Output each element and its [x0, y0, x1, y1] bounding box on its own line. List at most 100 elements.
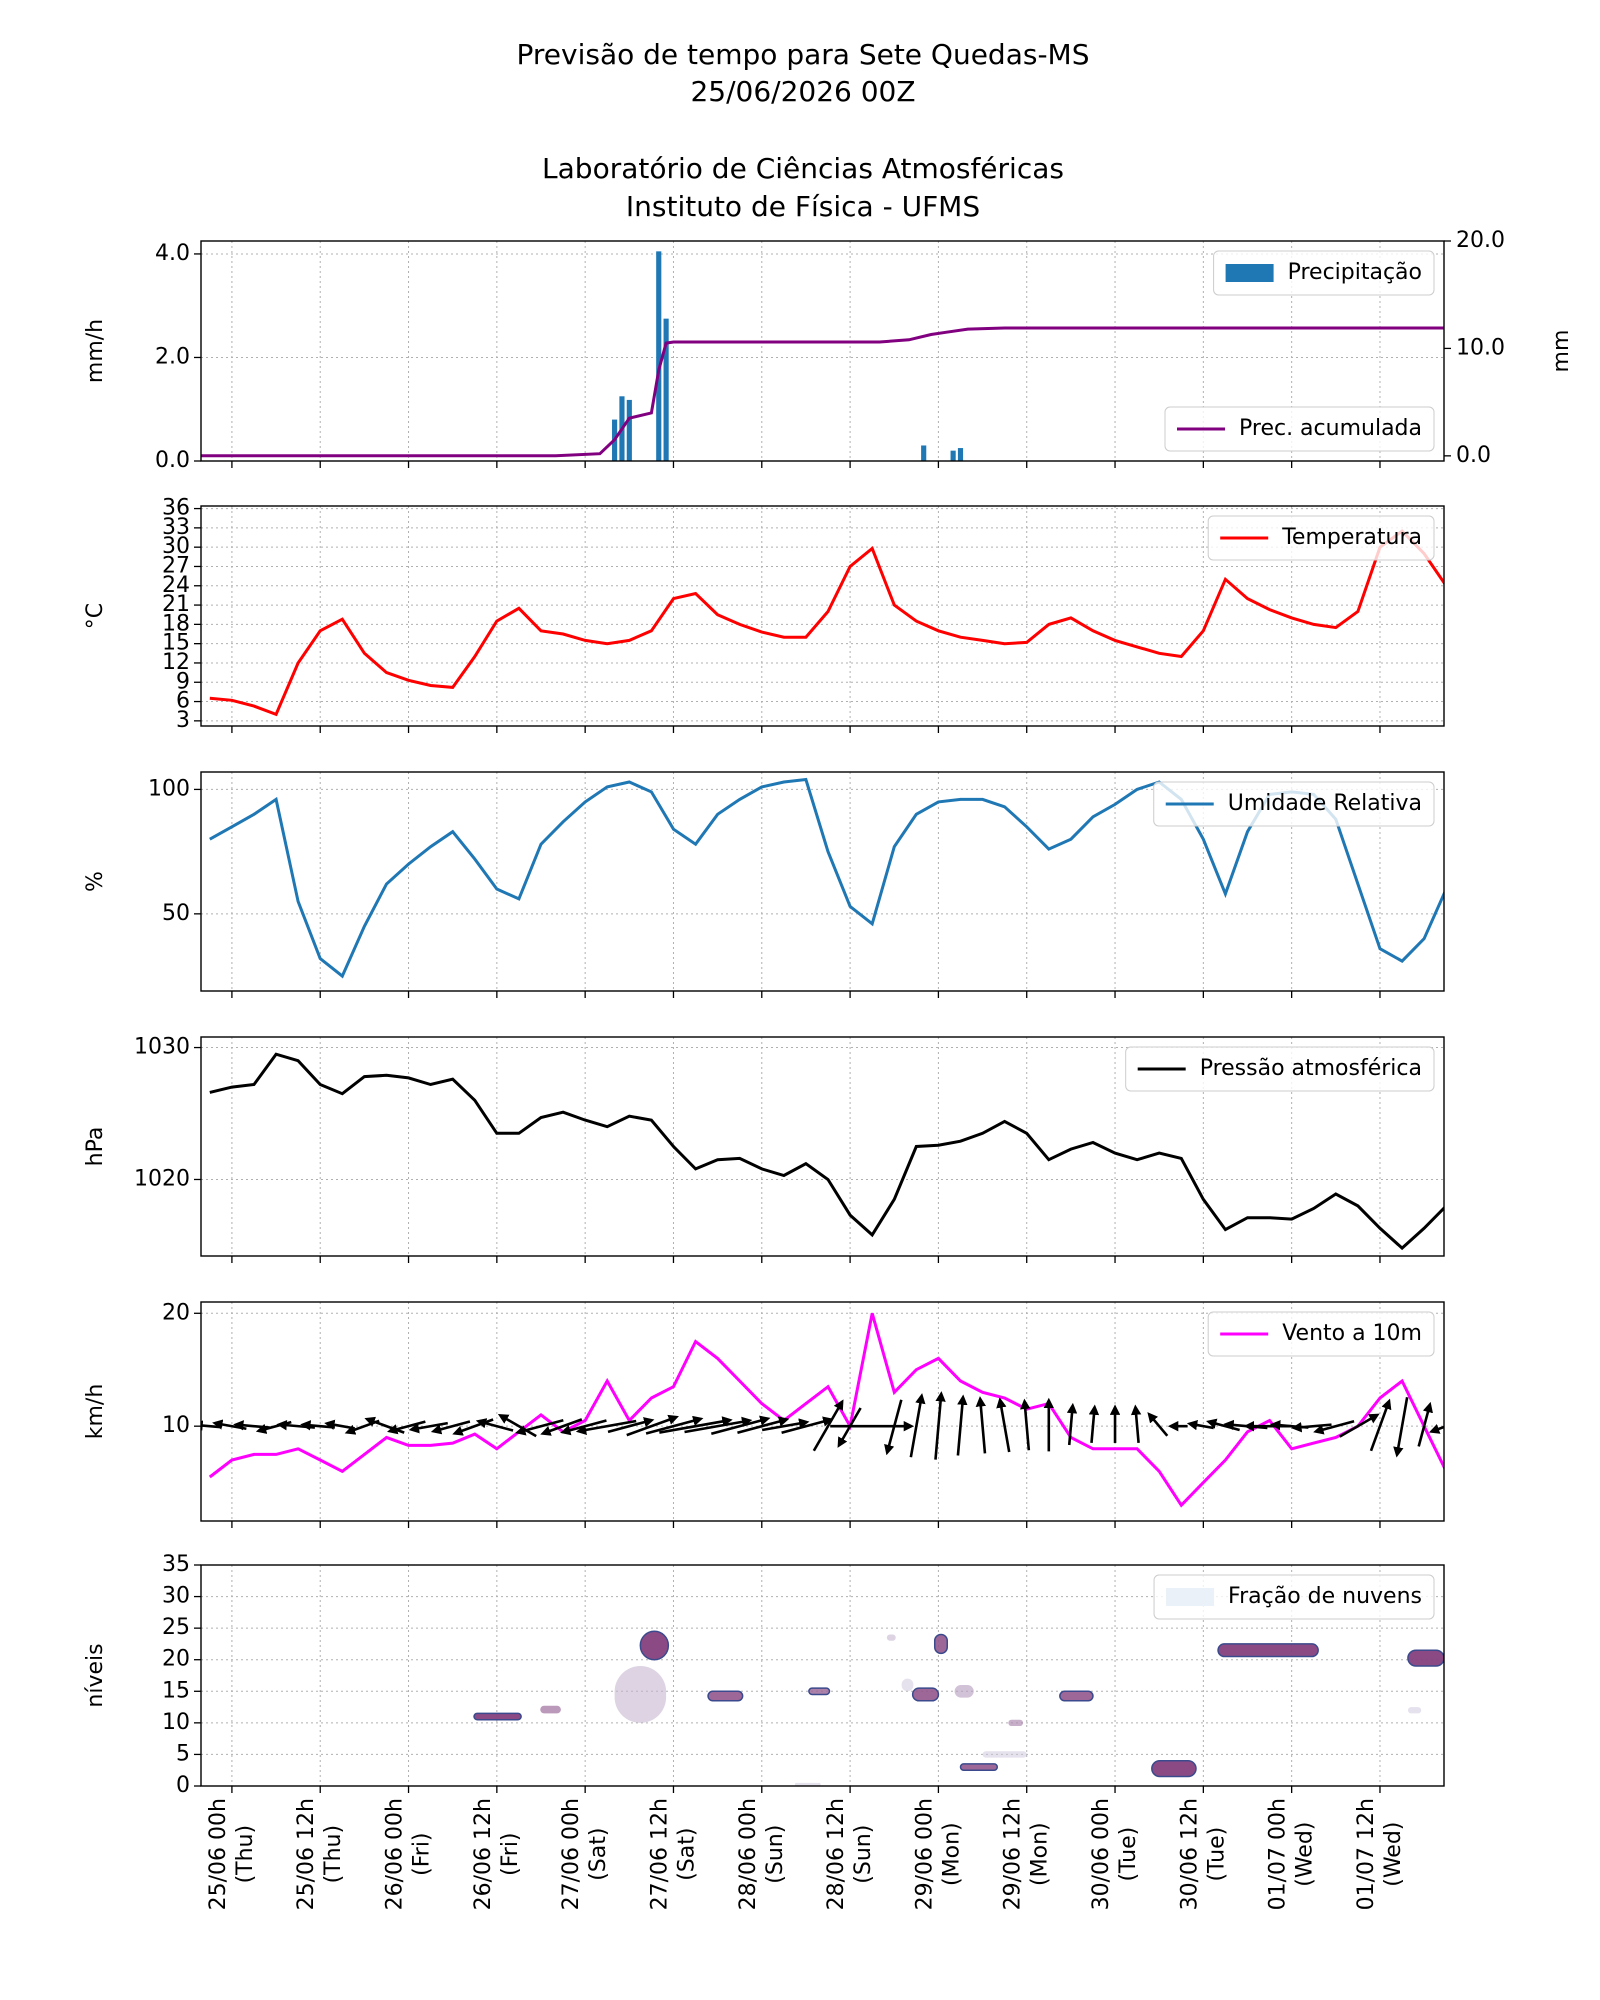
wind-arrow: [909, 1393, 926, 1458]
y2-tick-label: 20.0: [1456, 228, 1505, 253]
wind-arrow: [1291, 1422, 1332, 1433]
y-axis-label: mm/h: [83, 319, 108, 383]
legend-box: [1207, 1311, 1435, 1357]
wind-arrow: [233, 1420, 270, 1431]
cloud-patch: [1059, 1690, 1094, 1702]
y-tick-label: 15: [162, 1678, 190, 1703]
cloud-patch: [886, 1634, 896, 1641]
axes-frame: [200, 240, 1445, 462]
plot-area: [201, 1312, 1444, 1508]
subtitle: Instituto de Física - UFMS: [626, 190, 980, 223]
wind-arrow: [607, 1417, 655, 1434]
legend-label: Umidade Relativa: [1228, 791, 1422, 816]
bar: [921, 445, 927, 461]
axes-frame: [200, 505, 1445, 727]
wind-arrow: [1339, 1413, 1380, 1438]
legend: Pressão atmosférica: [1125, 1046, 1435, 1092]
y-tick-label: 5: [176, 1741, 190, 1766]
y-tick-label: 0: [176, 1773, 190, 1798]
wind-arrow: [515, 1418, 564, 1436]
series-line: [208, 1312, 1444, 1508]
cloud-patch: [1151, 1759, 1197, 1778]
x-tick-weekday: (Sat): [586, 1828, 611, 1881]
y2-tick-label: 10.0: [1456, 335, 1505, 360]
wind-arrow: [1186, 1419, 1214, 1431]
x-tick-label: 25/06 00h: [206, 1798, 231, 1910]
x-tick-label: 25/06 12h: [294, 1798, 319, 1910]
wind-arrow: [1428, 1424, 1444, 1434]
y-tick-label: 1030: [134, 1035, 190, 1060]
plot-area: [209, 1052, 1444, 1251]
wind-arrow: [201, 1420, 222, 1431]
bar: [663, 318, 669, 461]
legend-label: Temperatura: [1281, 525, 1422, 550]
wind-arrow: [812, 1399, 844, 1452]
legend-box: [1125, 1046, 1435, 1092]
wind-arrow: [684, 1416, 753, 1434]
y-axis-label: km/h: [83, 1384, 108, 1440]
legend-label: Prec. acumulada: [1239, 416, 1422, 441]
y-tick-label: 30: [162, 534, 190, 559]
x-tick-label: 30/06 12h: [1177, 1798, 1202, 1910]
x-tick-weekday: (Fri): [498, 1832, 523, 1875]
y-tick-label: 1020: [134, 1166, 190, 1191]
legend: Umidade Relativa: [1153, 781, 1435, 827]
legend-swatch: [1225, 264, 1274, 282]
x-tick-label: 30/06 00h: [1089, 1798, 1114, 1910]
x-tick-label: 27/06 00h: [559, 1798, 584, 1910]
wind-arrow: [996, 1397, 1011, 1453]
y-tick-label: 10: [162, 1710, 190, 1735]
cloud-patch: [639, 1630, 670, 1661]
wind-arrow: [645, 1415, 704, 1435]
wind-arrow: [934, 1391, 946, 1460]
cloud-patch: [1407, 1707, 1422, 1714]
y-tick-label: 33: [162, 515, 190, 540]
legend: Precipitação: [1213, 250, 1435, 296]
y-tick-label: 2.0: [155, 344, 190, 369]
cloud-patch: [614, 1666, 667, 1723]
wind-arrow: [475, 1418, 514, 1432]
legend-box: [1164, 406, 1435, 452]
y-axis-label: níveis: [83, 1643, 108, 1707]
cloud-patch: [1217, 1643, 1319, 1658]
x-tick-weekday: (Mon): [939, 1822, 964, 1886]
wind-arrow: [956, 1394, 968, 1456]
y-tick-label: 35: [162, 1552, 190, 1577]
y-tick-label: 6: [176, 689, 190, 714]
cloud-patch: [808, 1687, 831, 1696]
y-axis-label: °C: [83, 603, 108, 629]
plot-area: [473, 1630, 1444, 1786]
wind-arrow: [560, 1419, 607, 1436]
axes-frame: [200, 771, 1445, 992]
subtitle: Laboratório de Ciências Atmosféricas: [542, 152, 1064, 185]
y-tick-label: 50: [162, 901, 190, 926]
y-tick-label: 21: [162, 592, 190, 617]
x-tick-label: 27/06 12h: [647, 1798, 672, 1910]
wind-arrow: [626, 1414, 679, 1437]
bar: [626, 399, 632, 461]
y-tick-label: 9: [176, 669, 190, 694]
x-tick-weekday: (Mon): [1028, 1822, 1053, 1886]
y-tick-label: 20: [162, 1647, 190, 1672]
x-tick-weekday: (Tue): [1116, 1827, 1141, 1882]
wind-arrow: [1020, 1398, 1031, 1451]
x-tick-label: 28/06 00h: [736, 1798, 761, 1910]
x-tick-label: 29/06 12h: [1001, 1798, 1026, 1910]
title: 25/06/2026 00Z: [690, 75, 915, 108]
y-tick-label: 0.0: [155, 448, 190, 473]
cloud-patch: [954, 1684, 974, 1698]
plot-area: [201, 251, 1444, 461]
x-tick-label: 26/06 12h: [471, 1798, 496, 1910]
y-tick-label: 4.0: [155, 241, 190, 266]
legend: Temperatura: [1207, 515, 1435, 561]
cloud-patch: [473, 1712, 522, 1721]
x-tick-weekday: (Wed): [1293, 1822, 1318, 1887]
plot-area: [209, 529, 1444, 717]
axes-frame: [200, 1564, 1445, 1787]
legend-box: [1207, 515, 1435, 561]
series-line: [201, 326, 1444, 458]
y-tick-label: 10: [162, 1413, 190, 1438]
legend-label: Vento a 10m: [1282, 1321, 1422, 1346]
wind-arrow: [737, 1416, 790, 1434]
